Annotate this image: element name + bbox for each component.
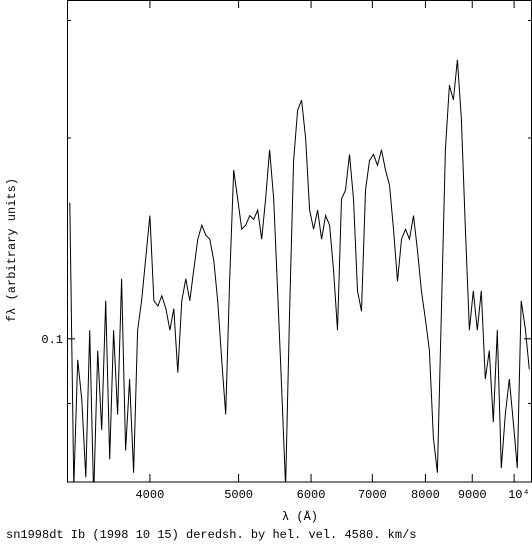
x-tick-label: 7000: [358, 488, 387, 502]
spectrum-line: [69, 59, 530, 482]
x-tick-label: 8000: [411, 488, 440, 502]
x-tick-label: 5000: [224, 488, 253, 502]
y-axis-label: fλ (arbitrary units): [5, 178, 19, 322]
caption: sn1998dt Ib (1998 10 15) deredsh. by hel…: [6, 528, 416, 542]
plot-frame: [67, 0, 532, 483]
x-tick-label: 4000: [135, 488, 164, 502]
x-tick-label: 9000: [458, 488, 487, 502]
x-tick-label: 10⁴: [508, 488, 530, 502]
y-tick-label: 0.1: [41, 333, 63, 347]
x-axis-label: λ (Å): [282, 509, 318, 524]
x-tick-label: 6000: [297, 488, 326, 502]
